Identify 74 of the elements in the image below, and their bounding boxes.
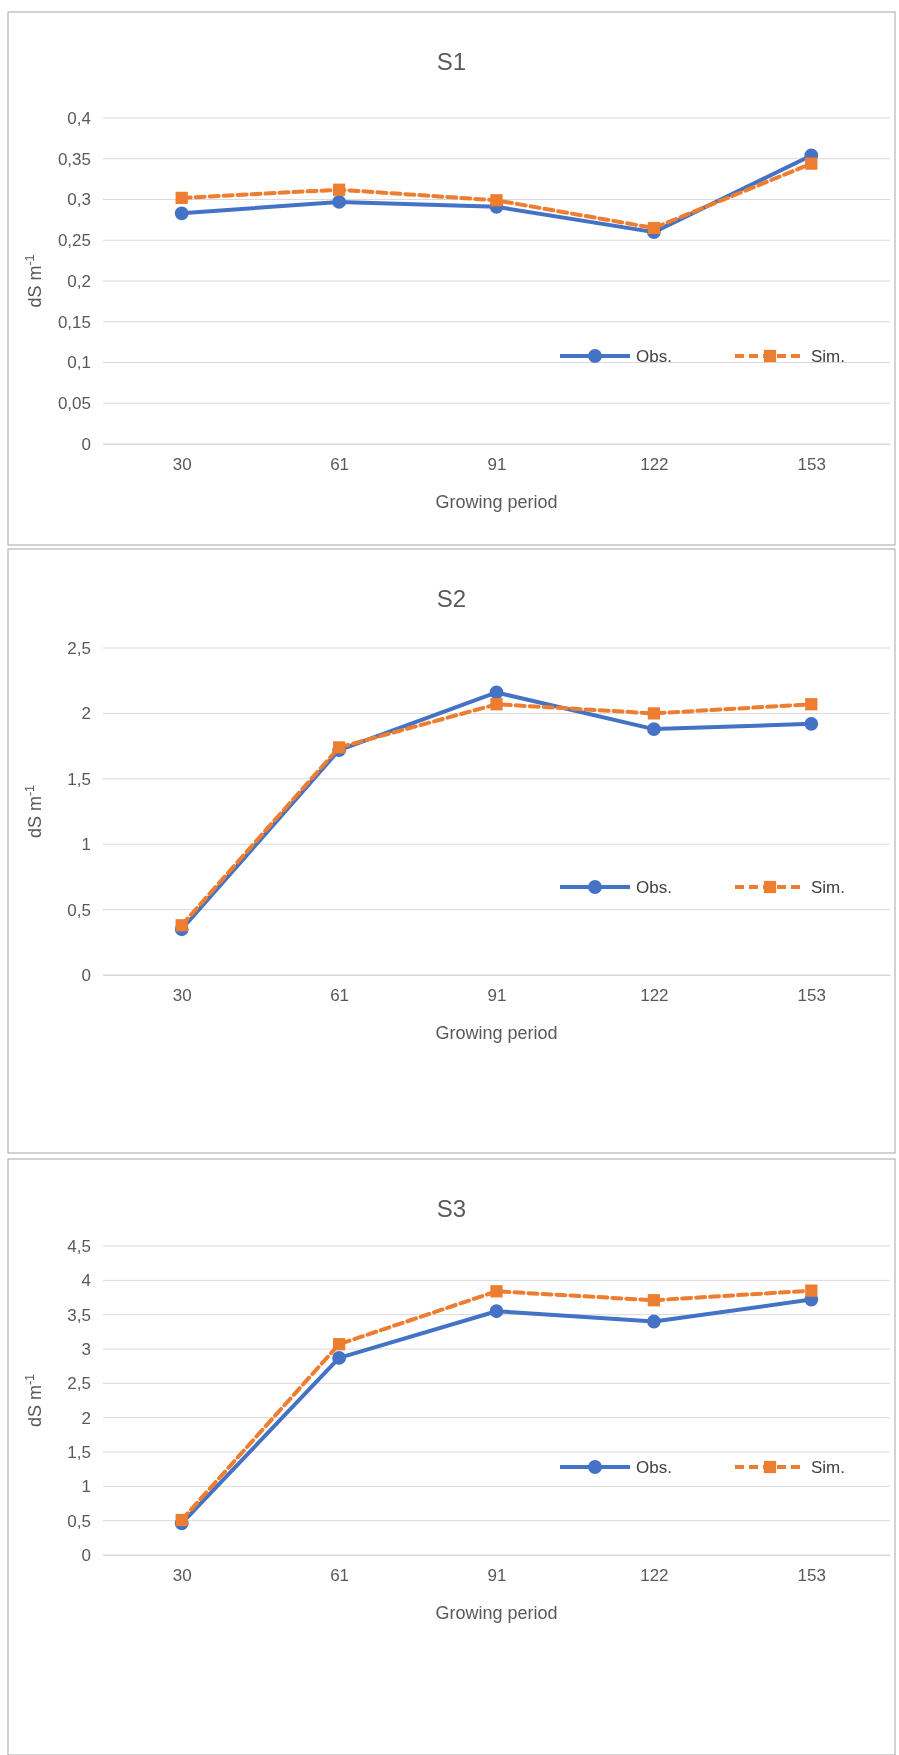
point [647, 1294, 661, 1307]
y-tick-label: 0,05 [57, 394, 91, 414]
y-tick-label: 4 [81, 1271, 91, 1291]
y-tick-label: 0 [81, 1545, 91, 1565]
x-axis-title: Growing period [435, 1023, 558, 1043]
y-tick-label: 1,5 [67, 1442, 91, 1462]
y-tick-label: 0,2 [67, 271, 91, 291]
point [489, 685, 504, 700]
x-tick-label: 91 [487, 986, 507, 1006]
x-tick-label: 61 [330, 1566, 350, 1586]
chart-title: S2 [436, 585, 467, 612]
point [647, 221, 661, 235]
y-tick-label: 2 [81, 1408, 91, 1428]
x-tick-label: 122 [640, 1566, 669, 1586]
y-tick-label: 2,5 [67, 638, 91, 658]
chart-title: S1 [436, 48, 467, 75]
point [490, 698, 503, 711]
y-tick-label: 0,35 [57, 149, 91, 169]
y-tick-label: 0,1 [67, 353, 91, 373]
point [175, 191, 188, 204]
y-tick-label: 3 [81, 1339, 91, 1359]
y-tick-label: 0,5 [67, 900, 91, 920]
x-tick-label: 91 [487, 455, 507, 475]
x-tick-label: 153 [797, 1566, 826, 1586]
x-tick-label: 91 [487, 1566, 507, 1586]
point [490, 1285, 503, 1298]
legend-label: Obs. [636, 347, 672, 366]
y-tick-label: 1,5 [67, 769, 91, 789]
point [174, 206, 189, 221]
y-tick-label: 0,5 [67, 1511, 91, 1531]
x-tick-label: 122 [640, 455, 669, 475]
point [805, 1284, 818, 1297]
point [332, 1351, 347, 1365]
y-tick-label: 0,25 [57, 231, 91, 251]
y-tick-label: 0 [81, 965, 91, 985]
x-tick-label: 122 [640, 986, 669, 1006]
point [175, 1513, 188, 1527]
y-tick-label: 0,4 [67, 108, 91, 128]
legend-label: Obs. [636, 1458, 672, 1477]
x-axis-title: Growing period [435, 1603, 558, 1623]
y-tick-label: 1 [81, 1477, 91, 1497]
y-tick-label: 2 [81, 704, 91, 724]
point [805, 157, 818, 170]
chart-title: S3 [436, 1195, 467, 1222]
legend-label: Sim. [811, 347, 845, 366]
x-tick-label: 30 [172, 1566, 192, 1586]
x-tick-label: 30 [172, 986, 192, 1006]
legend-label: Sim. [811, 878, 845, 897]
point [647, 707, 661, 720]
point [490, 194, 503, 207]
point [646, 1314, 661, 1329]
x-tick-label: 30 [172, 455, 192, 475]
x-axis-title: Growing period [435, 492, 558, 512]
point [175, 919, 188, 932]
y-tick-label: 2,5 [67, 1374, 91, 1394]
y-tick-label: 0,15 [57, 312, 91, 332]
point [804, 716, 819, 731]
y-tick-label: 1 [81, 835, 91, 855]
x-tick-label: 61 [330, 986, 350, 1006]
point [646, 722, 661, 736]
legend-label: Obs. [636, 878, 672, 897]
y-tick-label: 3,5 [67, 1305, 91, 1325]
y-tick-label: 4,5 [67, 1236, 91, 1256]
point [489, 1304, 504, 1319]
point [332, 1338, 346, 1351]
y-tick-label: 0 [81, 434, 91, 454]
point [332, 183, 346, 196]
point [805, 698, 818, 711]
x-tick-label: 61 [330, 455, 350, 475]
y-tick-label: 0,3 [67, 190, 91, 210]
point [332, 195, 347, 209]
legend-label: Sim. [811, 1458, 845, 1477]
x-tick-label: 153 [797, 455, 826, 475]
x-tick-label: 153 [797, 986, 826, 1006]
